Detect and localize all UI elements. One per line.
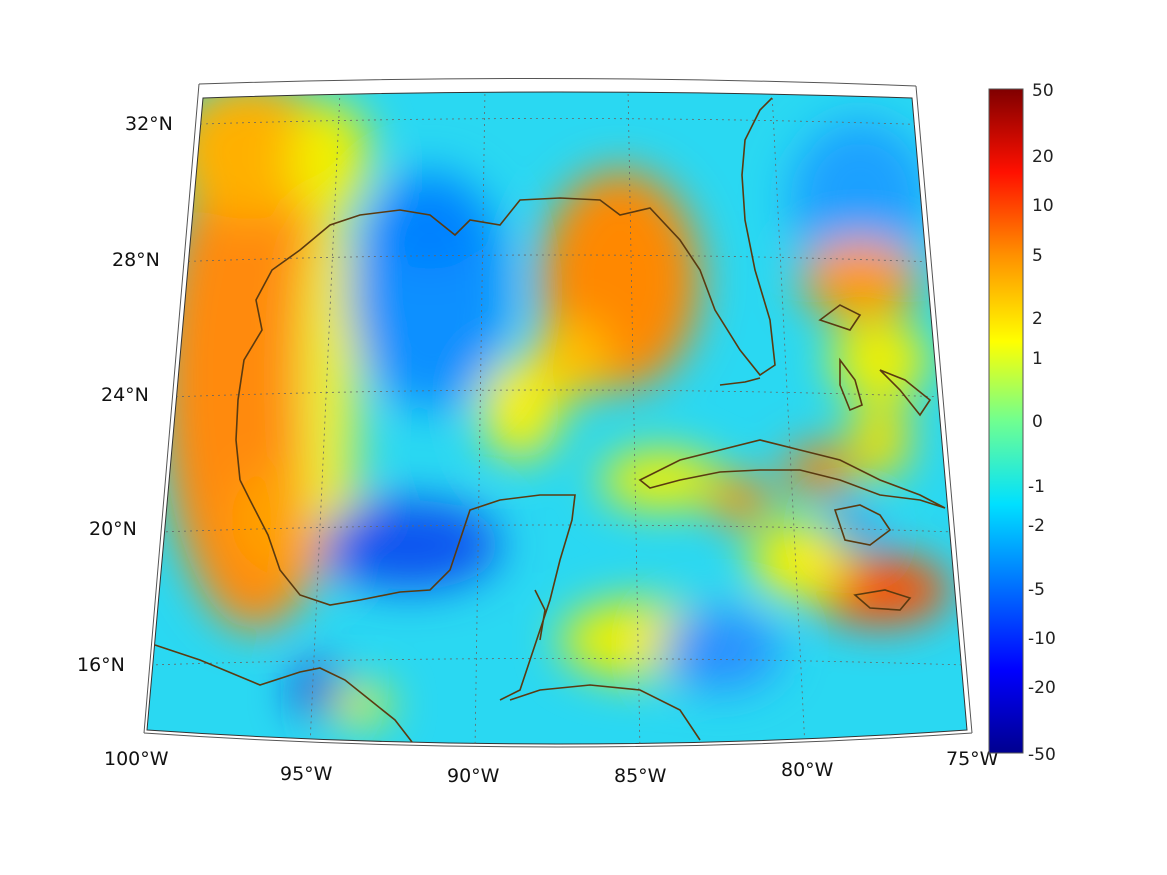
lat-label-32n: 32°N (125, 113, 173, 135)
colorbar-label: 10 (1032, 196, 1054, 216)
lon-label-95w: 95°W (280, 763, 333, 785)
colorbar-gradient (988, 88, 1024, 754)
graticule (149, 92, 966, 744)
map-frame (146, 91, 968, 745)
coastline (154, 97, 946, 743)
lon-label-90w: 90°W (447, 765, 500, 787)
colorbar-label: -5 (1028, 580, 1045, 600)
colorbar-label: 20 (1032, 147, 1054, 167)
latitude-labels: 32°N 28°N 24°N 20°N 16°N (77, 113, 173, 676)
lon-label-75w: 75°W (946, 748, 999, 770)
colorbar-label: -20 (1028, 678, 1056, 698)
data-field (147, 92, 967, 744)
colorbar-label: -1 (1028, 477, 1045, 497)
colorbar-label: -50 (1028, 745, 1056, 765)
lat-label-16n: 16°N (77, 654, 125, 676)
lon-label-80w: 80°W (781, 759, 834, 781)
colorbar-label: 1 (1032, 349, 1043, 369)
colorbar-label: 2 (1032, 309, 1043, 329)
lat-label-24n: 24°N (101, 384, 149, 406)
colorbar-label: -2 (1028, 516, 1045, 536)
colorbar-label: 0 (1032, 412, 1043, 432)
lat-label-28n: 28°N (112, 249, 160, 271)
lat-label-20n: 20°N (89, 518, 137, 540)
colorbar-label: -10 (1028, 629, 1056, 649)
colorbar-label: 50 (1032, 81, 1054, 101)
lon-label-100w: 100°W (104, 748, 169, 770)
colorbar-labels: 50 20 10 5 2 1 0 -1 -2 -5 -10 -20 -50 (1028, 81, 1056, 765)
lon-label-85w: 85°W (614, 765, 667, 787)
colorbar-label: 5 (1032, 246, 1043, 266)
longitude-labels: 100°W 95°W 90°W 85°W 80°W 75°W (104, 748, 999, 787)
colorbar: 50 20 10 5 2 1 0 -1 -2 -5 -10 -20 -50 (988, 81, 1056, 765)
